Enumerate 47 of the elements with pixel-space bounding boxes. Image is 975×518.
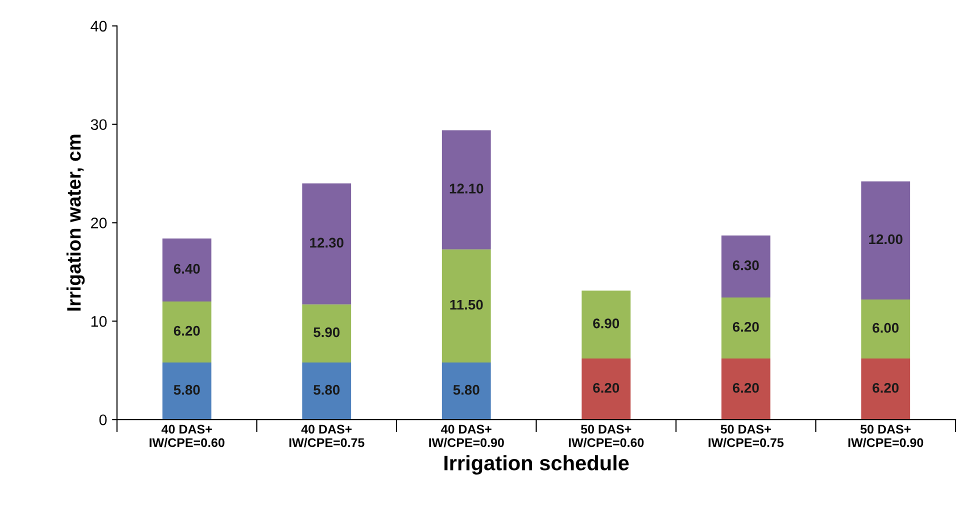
x-tick-label: 40 DAS+ IW/CPE=0.75 bbox=[289, 424, 364, 448]
bar bbox=[442, 130, 491, 250]
data-label: 11.50 bbox=[450, 300, 483, 310]
data-label: 12.10 bbox=[450, 184, 484, 194]
y-tick-label: 40 bbox=[90, 20, 107, 32]
data-label: 12.00 bbox=[869, 234, 902, 244]
data-label: 6.20 bbox=[174, 326, 200, 336]
bar bbox=[861, 358, 910, 420]
data-label: 6.90 bbox=[593, 318, 620, 328]
bar bbox=[721, 298, 770, 359]
x-tick-label: 40 DAS+ IW/CPE=0.90 bbox=[429, 424, 504, 448]
data-label: 6.00 bbox=[872, 322, 899, 333]
bar bbox=[162, 301, 212, 362]
data-label: 5.80 bbox=[453, 384, 480, 395]
data-label: 6.20 bbox=[732, 322, 759, 332]
y-tick-label: 20 bbox=[91, 218, 107, 228]
y-tick-label: 30 bbox=[90, 119, 107, 130]
x-tick-label: 50 DAS+ IW/CPE=0.75 bbox=[708, 424, 784, 448]
data-label: 6.20 bbox=[593, 382, 620, 393]
data-label: 6.30 bbox=[732, 260, 759, 270]
bar bbox=[442, 249, 491, 362]
bar bbox=[162, 362, 212, 420]
bar bbox=[442, 362, 491, 420]
y-axis-title: Irrigation water, cm bbox=[66, 134, 85, 311]
bar bbox=[302, 362, 352, 420]
bar bbox=[582, 358, 631, 420]
bar bbox=[721, 358, 770, 420]
bar bbox=[861, 300, 910, 359]
x-tick-label: 40 DAS+ IW/CPE=0.60 bbox=[150, 424, 224, 448]
data-label: 5.80 bbox=[174, 384, 200, 395]
x-tick-label: 50 DAS+ IW/CPE=0.90 bbox=[848, 424, 924, 448]
bar bbox=[582, 290, 631, 359]
data-label: 6.20 bbox=[872, 382, 899, 393]
data-label: 12.30 bbox=[310, 238, 344, 248]
y-tick-label: 0 bbox=[99, 414, 107, 426]
x-tick-label: 50 DAS+ IW/CPE=0.60 bbox=[568, 424, 644, 448]
x-axis-title: Irrigation schedule bbox=[444, 455, 629, 475]
y-tick-label: 10 bbox=[91, 316, 107, 327]
bar bbox=[162, 238, 212, 302]
data-label: 5.90 bbox=[314, 327, 340, 338]
data-label: 6.40 bbox=[174, 264, 200, 274]
bar bbox=[861, 181, 910, 300]
data-label: 5.80 bbox=[314, 384, 340, 395]
bar bbox=[302, 183, 352, 304]
bar bbox=[721, 236, 770, 298]
bar bbox=[302, 304, 352, 362]
data-label: 6.20 bbox=[732, 382, 759, 393]
